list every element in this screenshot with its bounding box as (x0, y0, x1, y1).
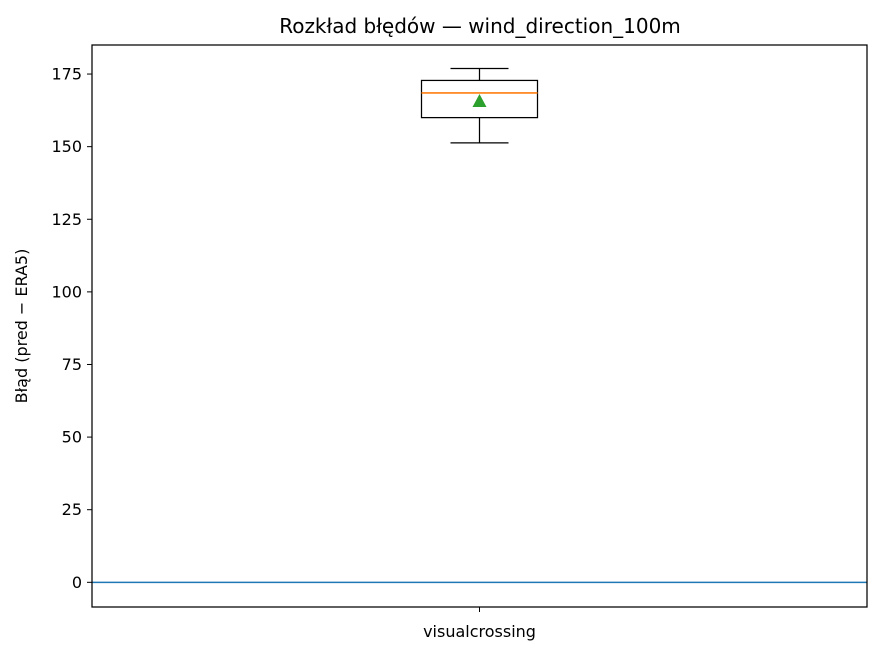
y-tick-label: 50 (62, 428, 82, 447)
y-tick-label: 150 (51, 137, 82, 156)
mean-marker (472, 94, 487, 108)
y-tick-label: 125 (51, 210, 82, 229)
x-tick-label: visualcrossing (423, 622, 536, 641)
interquartile-box (420, 79, 539, 119)
x-axis: visualcrossing (423, 607, 536, 641)
y-tick-label: 175 (51, 65, 82, 84)
chart-title: Rozkład błędów — wind_direction_100m (279, 14, 681, 38)
y-tick-label: 100 (51, 282, 82, 301)
y-tick-label: 0 (72, 573, 82, 592)
y-tick-label: 25 (62, 500, 82, 519)
plot-frame (91, 44, 868, 608)
box-visualcrossing (420, 67, 539, 144)
box-layer (420, 67, 539, 144)
y-tick-label: 75 (62, 355, 82, 374)
y-axis: 0 25 50 75 100 125 150 175 (51, 65, 92, 592)
y-axis-label: Błąd (pred − ERA5) (12, 249, 31, 404)
